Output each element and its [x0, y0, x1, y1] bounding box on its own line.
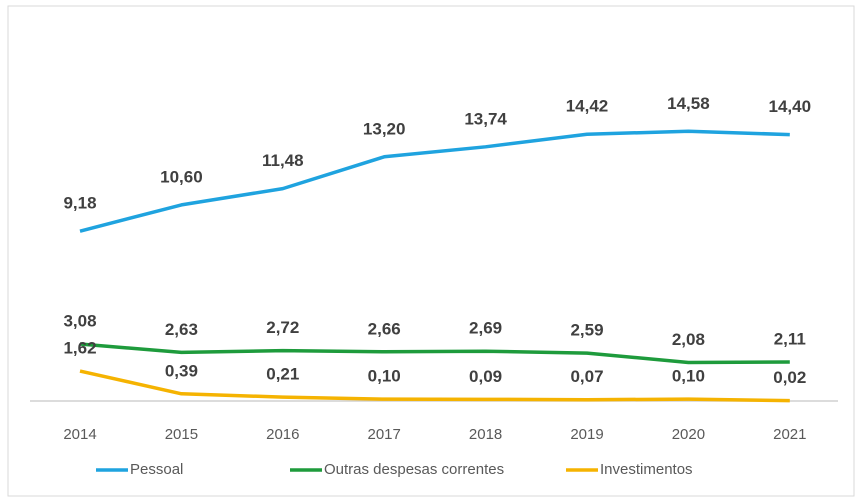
data-label: 2,66 [368, 319, 401, 338]
x-tick-label: 2020 [672, 426, 705, 443]
data-label: 2,11 [774, 329, 806, 348]
data-label: 0,39 [165, 361, 198, 380]
data-label: 11,48 [262, 151, 304, 170]
data-label: 14,40 [769, 97, 812, 116]
legend-label: Investimentos [600, 461, 693, 478]
data-label: 2,08 [672, 330, 705, 349]
x-tick-label: 2019 [570, 426, 603, 443]
series-line [79, 342, 790, 365]
data-label: 13,20 [363, 119, 406, 138]
data-label: 0,10 [672, 367, 705, 386]
data-label: 14,58 [667, 94, 710, 113]
data-label: 14,42 [566, 97, 609, 116]
x-tick-label: 2017 [368, 426, 401, 443]
data-label: 0,07 [570, 367, 603, 386]
legend-label: Pessoal [130, 461, 183, 478]
data-label: 0,02 [773, 368, 806, 387]
data-label: 0,09 [469, 367, 502, 386]
data-label: 3,08 [63, 312, 96, 331]
x-tick-label: 2018 [469, 426, 502, 443]
data-label: 10,60 [160, 167, 203, 186]
x-tick-label: 2014 [63, 426, 96, 443]
series-line [79, 129, 790, 233]
data-label: 2,63 [165, 320, 198, 339]
data-label: 2,72 [266, 318, 299, 337]
data-label: 0,10 [368, 367, 401, 386]
series-line [79, 369, 790, 403]
data-label: 9,18 [63, 194, 96, 213]
data-label: 2,59 [570, 321, 603, 340]
x-tick-label: 2015 [165, 426, 198, 443]
data-label: 2,69 [469, 319, 502, 338]
x-tick-label: 2016 [266, 426, 299, 443]
data-label: 0,21 [266, 365, 299, 384]
legend-label: Outras despesas correntes [324, 461, 504, 478]
x-tick-label: 2021 [773, 426, 806, 443]
chart-frame [7, 5, 855, 497]
data-label: 1,62 [63, 339, 96, 358]
data-label: 13,74 [464, 109, 507, 128]
